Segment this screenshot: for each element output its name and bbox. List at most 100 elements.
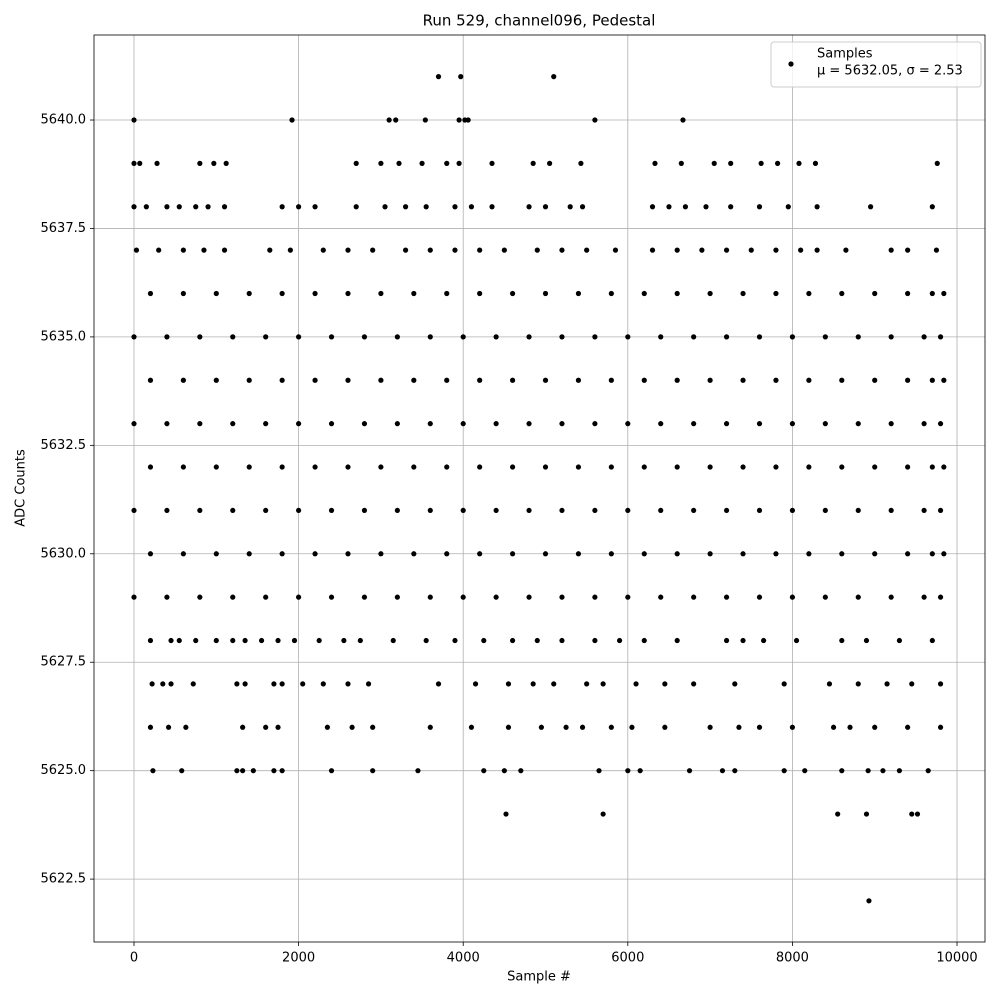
point	[213, 290, 219, 297]
point	[699, 247, 705, 253]
point	[756, 334, 763, 340]
point	[934, 160, 940, 166]
point	[773, 464, 779, 470]
point	[444, 551, 450, 557]
point	[361, 334, 368, 340]
point	[263, 334, 269, 340]
point	[740, 377, 746, 383]
point	[501, 247, 507, 253]
point	[608, 464, 614, 470]
point	[197, 507, 203, 514]
point	[197, 334, 203, 340]
point	[723, 594, 730, 600]
point	[789, 334, 796, 340]
point	[637, 768, 643, 774]
point	[180, 290, 186, 297]
point	[197, 421, 203, 427]
point	[378, 160, 384, 166]
point	[489, 204, 495, 210]
point	[855, 507, 861, 514]
point	[691, 507, 697, 514]
point	[711, 160, 717, 166]
point	[452, 637, 458, 644]
point	[370, 247, 376, 253]
point	[137, 160, 143, 166]
point	[847, 724, 853, 730]
point	[481, 768, 487, 774]
point	[489, 160, 495, 166]
point	[246, 377, 252, 383]
point	[393, 117, 399, 123]
point	[758, 160, 764, 166]
point	[691, 334, 697, 340]
point	[793, 637, 800, 644]
point	[452, 247, 458, 253]
point	[370, 724, 376, 730]
point	[230, 507, 236, 514]
point	[625, 768, 631, 774]
point	[279, 290, 285, 297]
point	[855, 681, 861, 687]
marks	[131, 74, 947, 904]
point	[176, 204, 182, 210]
legend-marker	[788, 61, 794, 67]
point	[296, 507, 302, 514]
point	[641, 464, 647, 470]
point	[168, 637, 174, 644]
point	[538, 724, 544, 730]
y-tick-label: 5637.5	[41, 221, 87, 236]
point	[736, 724, 742, 730]
point	[423, 204, 429, 210]
point	[868, 204, 874, 210]
point	[131, 421, 137, 427]
point	[773, 290, 779, 297]
point	[246, 464, 252, 470]
point	[131, 594, 137, 600]
point	[789, 421, 796, 427]
point	[147, 464, 154, 470]
point	[756, 204, 763, 210]
point	[131, 204, 137, 210]
point	[221, 204, 228, 210]
point	[814, 204, 820, 210]
y-tick-label: 5622.5	[41, 872, 87, 887]
y-tick-label: 5630.0	[41, 546, 87, 561]
point	[822, 421, 828, 427]
point	[748, 247, 754, 253]
point	[147, 290, 154, 297]
point	[872, 377, 878, 383]
point	[641, 290, 647, 297]
point	[652, 160, 658, 166]
point	[180, 377, 186, 383]
point	[596, 768, 602, 774]
point	[456, 117, 462, 123]
point	[287, 247, 293, 253]
point	[579, 204, 586, 210]
point	[131, 160, 137, 166]
point	[579, 724, 586, 730]
point	[880, 768, 886, 774]
point	[600, 811, 606, 817]
point	[666, 204, 672, 210]
point	[458, 74, 464, 80]
point	[197, 594, 203, 600]
point	[761, 637, 767, 644]
point	[728, 160, 734, 166]
point	[914, 811, 921, 817]
point	[839, 464, 845, 470]
point	[662, 681, 668, 687]
point	[164, 507, 170, 514]
point	[370, 768, 376, 774]
point	[147, 637, 154, 644]
point	[168, 681, 174, 687]
point	[941, 464, 947, 470]
point	[616, 637, 623, 644]
point	[176, 637, 182, 644]
point	[774, 160, 781, 166]
point	[234, 768, 240, 774]
point	[230, 637, 236, 644]
point	[929, 464, 935, 470]
point	[929, 637, 935, 644]
point	[422, 117, 428, 123]
point	[839, 768, 845, 774]
